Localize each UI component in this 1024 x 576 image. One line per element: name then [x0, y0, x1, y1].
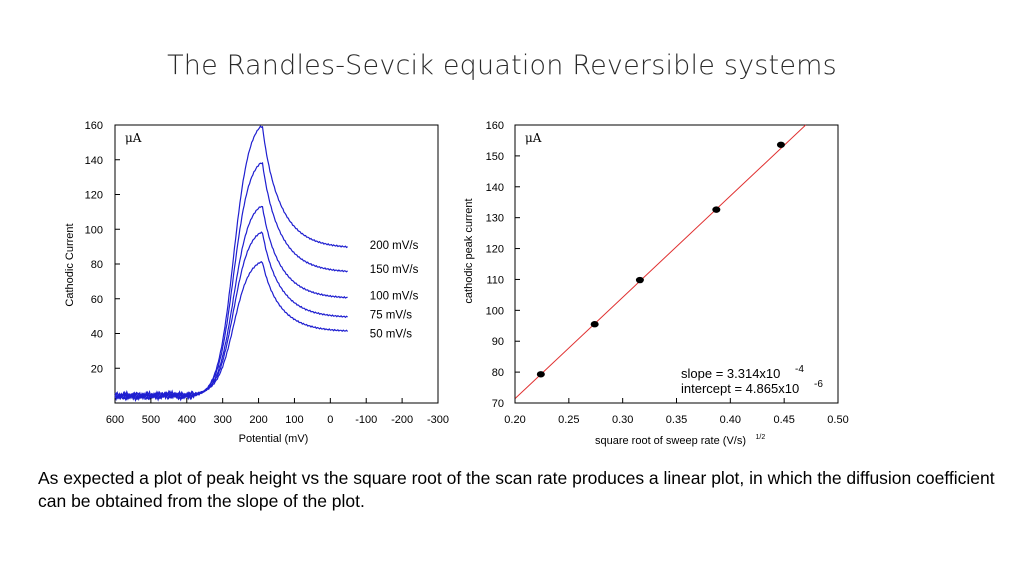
right-unit-label: μA [525, 131, 542, 145]
left-unit-label: μA [125, 131, 142, 145]
left-x-tick-label: 200 [249, 414, 267, 426]
right-plot-frame [514, 124, 839, 404]
data-point [776, 141, 785, 148]
left-y-tick-label: 80 [91, 259, 103, 271]
right-x-tick-label: 0.50 [827, 414, 848, 426]
left-x-axis-label: Potential (mV) [239, 433, 309, 445]
right-y-tick-label: 110 [486, 274, 504, 286]
right-y-axis-label: cathodic peak current [463, 198, 475, 303]
intercept-exponent: -6 [814, 379, 823, 390]
right-x-axis-label-superscript: 1/2 [756, 434, 766, 441]
left-x-tick-label: 0 [327, 414, 333, 426]
linear-fit-line [514, 124, 807, 400]
left-x-tick-label: 400 [178, 414, 196, 426]
right-y-tick-label: 80 [492, 367, 504, 379]
page-title: The Randles-Sevcik equation Reversible s… [167, 50, 837, 81]
right-y-tick-label: 90 [492, 336, 504, 348]
slide-caption: As expected a plot of peak height vs the… [38, 468, 995, 511]
voltammogram-curve [114, 205, 348, 401]
slope-exponent: -4 [795, 364, 804, 375]
right-x-tick-label: 0.25 [558, 414, 579, 426]
left-y-axis-label: Cathodic Current [64, 223, 76, 306]
left-series-labels: 200 mV/s 150 mV/s 100 mV/s 75 mV/s 50 mV/s [370, 240, 419, 341]
right-x-tick-label: 0.20 [504, 414, 525, 426]
right-x-axis-ticks: 0.20 0.25 0.30 0.35 0.40 0.45 0.50 [504, 398, 849, 426]
left-y-tick-label: 100 [85, 224, 103, 236]
right-y-tick-label: 100 [486, 305, 504, 317]
voltammogram-chart: 20 40 60 80 100 120 140 160 600 500 400 300 200 100 0… [64, 120, 449, 445]
right-x-tick-label: 0.40 [720, 414, 741, 426]
slope-annotation: slope = 3.314x10 [681, 366, 780, 381]
left-series-label: 200 mV/s [370, 240, 419, 252]
left-y-axis-ticks: 20 40 60 80 100 120 140 160 [85, 120, 120, 375]
peak-current-points [536, 141, 785, 378]
intercept-annotation: intercept = 4.865x10 [681, 381, 799, 396]
right-x-tick-label: 0.30 [612, 414, 633, 426]
left-y-tick-label: 160 [85, 120, 103, 132]
voltammogram-curve [114, 231, 348, 400]
left-x-axis-ticks: 600 500 400 300 200 100 0 -100 -200 -300 [106, 398, 449, 426]
voltammogram-curve [114, 261, 349, 399]
right-y-tick-label: 140 [486, 182, 504, 194]
right-y-tick-label: 150 [486, 151, 504, 163]
peak-current-chart: 70 80 90 100 110 120 130 140 150 160 0.20 0.25 0.30… [463, 120, 849, 447]
data-point [635, 276, 644, 284]
right-y-axis-ticks: 70 80 90 100 110 120 130 140 150 160 [486, 120, 520, 410]
voltammogram-curve [114, 162, 349, 402]
left-x-tick-label: 600 [106, 414, 124, 426]
left-x-tick-label: 500 [142, 414, 160, 426]
right-y-tick-label: 160 [486, 120, 504, 132]
left-x-tick-label: 300 [213, 414, 231, 426]
right-x-tick-label: 0.45 [773, 414, 794, 426]
data-point [712, 206, 721, 213]
right-y-tick-label: 130 [486, 213, 504, 225]
left-series-label: 50 mV/s [370, 329, 412, 341]
left-series-label: 100 mV/s [370, 290, 419, 302]
right-y-tick-label: 120 [486, 244, 504, 256]
right-x-tick-label: 0.35 [666, 414, 687, 426]
voltammogram-curve [114, 125, 348, 403]
right-x-axis-label: square root of sweep rate (V/s) [595, 435, 746, 447]
voltammogram-curves [114, 125, 349, 403]
left-y-tick-label: 20 [91, 363, 103, 375]
left-x-tick-label: -200 [391, 414, 413, 426]
left-y-tick-label: 60 [91, 294, 103, 306]
left-y-tick-label: 120 [85, 190, 103, 202]
left-x-tick-label: 100 [285, 414, 303, 426]
left-x-tick-label: -300 [427, 414, 449, 426]
left-x-tick-label: -100 [355, 414, 377, 426]
left-y-tick-label: 140 [85, 155, 103, 167]
right-y-tick-label: 70 [492, 398, 504, 410]
left-y-tick-label: 40 [91, 329, 103, 341]
left-series-label: 75 mV/s [370, 309, 412, 321]
data-point [590, 321, 599, 328]
data-point [536, 371, 545, 378]
left-series-label: 150 mV/s [370, 264, 419, 276]
